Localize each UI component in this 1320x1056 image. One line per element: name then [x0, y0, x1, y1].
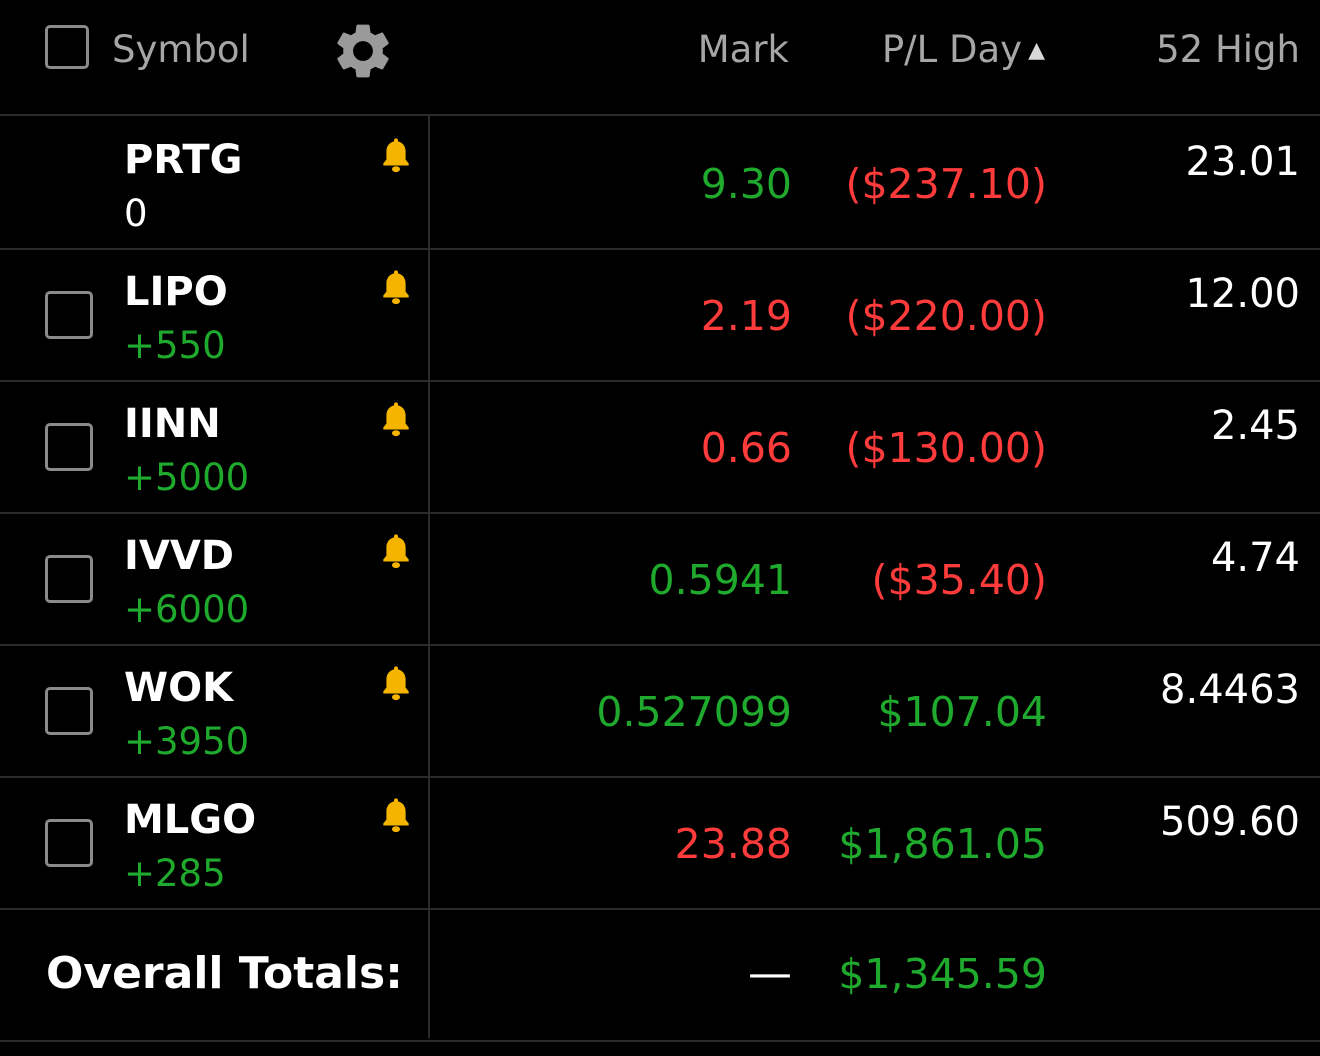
totals-pl-day: $1,345.59	[838, 950, 1047, 998]
position-quantity: +5000	[124, 456, 250, 499]
mark-price: 0.66	[700, 424, 792, 472]
totals-mark: —	[748, 948, 792, 999]
overall-totals-row: Overall Totals: — $1,345.59	[0, 908, 1320, 1042]
pl-day-label: P/L Day	[881, 28, 1023, 71]
mark-price: 9.30	[700, 160, 792, 208]
high-52-value: 4.74	[1210, 535, 1300, 581]
mark-price: 23.88	[674, 820, 792, 868]
row-checkbox[interactable]	[45, 291, 93, 339]
mark-price: 2.19	[700, 292, 792, 340]
position-quantity: 0	[124, 192, 148, 235]
column-header-mark[interactable]: Mark	[697, 28, 789, 71]
symbol-label[interactable]: PRTG	[124, 137, 243, 183]
table-row[interactable]: PRTG 0 9.30 ($237.10) 23.01	[0, 116, 1320, 250]
totals-label: Overall Totals:	[46, 948, 403, 999]
position-quantity: +6000	[124, 588, 250, 631]
column-divider	[428, 116, 430, 1038]
symbol-label[interactable]: IVVD	[124, 533, 234, 579]
select-all-checkbox[interactable]	[45, 25, 89, 69]
pl-day-value: ($237.10)	[845, 160, 1047, 208]
pl-day-value: ($220.00)	[845, 292, 1047, 340]
column-header-symbol[interactable]: Symbol	[112, 28, 250, 71]
mark-price: 0.527099	[596, 688, 792, 736]
symbol-label[interactable]: WOK	[124, 665, 234, 711]
symbol-label[interactable]: IINN	[124, 401, 221, 447]
column-header-52-high[interactable]: 52 High	[1156, 28, 1300, 71]
table-row[interactable]: WOK +3950 0.527099 $107.04 8.4463	[0, 644, 1320, 778]
symbol-label[interactable]: MLGO	[124, 797, 257, 843]
table-row[interactable]: MLGO +285 23.88 $1,861.05 509.60	[0, 776, 1320, 910]
row-checkbox[interactable]	[45, 687, 93, 735]
pl-day-value: ($130.00)	[845, 424, 1047, 472]
high-52-value: 2.45	[1210, 403, 1300, 449]
row-checkbox[interactable]	[45, 555, 93, 603]
high-52-value: 8.4463	[1160, 667, 1300, 713]
symbol-label[interactable]: LIPO	[124, 269, 228, 315]
table-row[interactable]: IINN +5000 0.66 ($130.00) 2.45	[0, 380, 1320, 514]
sort-ascending-icon: ▲	[1028, 38, 1045, 63]
position-quantity: +3950	[124, 720, 250, 763]
high-52-value: 12.00	[1185, 271, 1300, 317]
column-header-pl-day[interactable]: P/L Day ▲	[882, 26, 1045, 75]
position-quantity: +550	[124, 324, 226, 367]
table-header: Symbol Mark P/L Day ▲ 52 High	[0, 0, 1320, 116]
mark-price: 0.5941	[648, 556, 792, 604]
table-row[interactable]: LIPO +550 2.19 ($220.00) 12.00	[0, 248, 1320, 382]
pl-day-value: ($35.40)	[871, 556, 1047, 604]
row-checkbox[interactable]	[45, 819, 93, 867]
pl-day-value: $107.04	[877, 688, 1047, 736]
table-row[interactable]: IVVD +6000 0.5941 ($35.40) 4.74	[0, 512, 1320, 646]
high-52-value: 23.01	[1185, 139, 1300, 185]
high-52-value: 509.60	[1160, 799, 1300, 845]
gear-icon[interactable]	[330, 18, 396, 84]
position-quantity: +285	[124, 852, 226, 895]
row-checkbox[interactable]	[45, 423, 93, 471]
pl-day-value: $1,861.05	[838, 820, 1047, 868]
